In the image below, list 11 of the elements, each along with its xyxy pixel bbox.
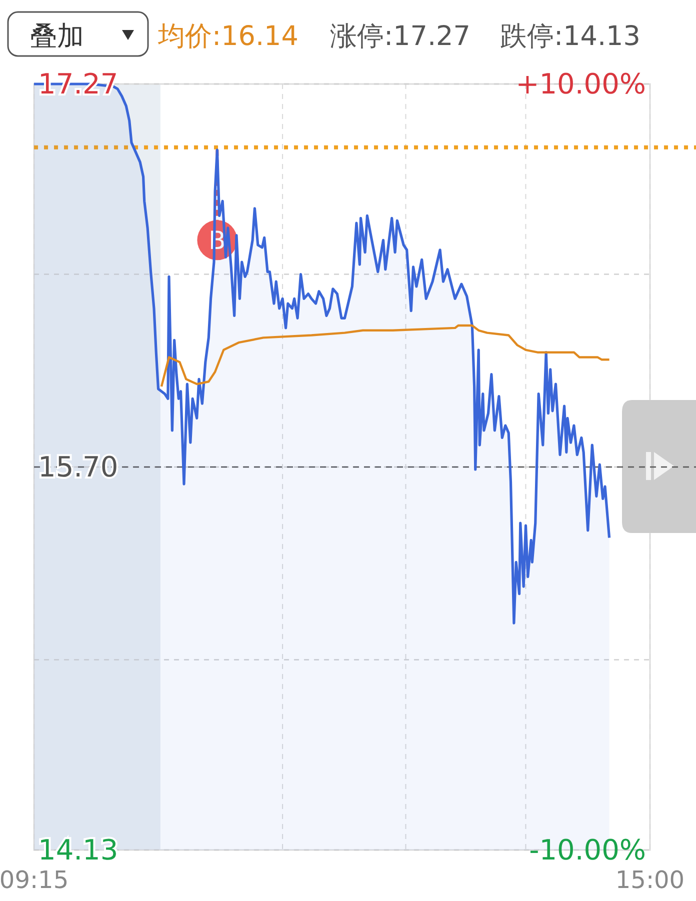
text: 均价:16.14 bbox=[157, 21, 298, 52]
y2-tick-label: +10.00% bbox=[516, 68, 646, 100]
text: 跌停:14.13 bbox=[500, 21, 640, 52]
x-tick-label: 09:15 bbox=[0, 866, 69, 894]
x-tick-label: 15:00 bbox=[615, 866, 685, 894]
line-series bbox=[160, 324, 610, 388]
y-tick-label: 14.13 bbox=[38, 834, 118, 866]
text: 叠加 bbox=[30, 21, 84, 52]
y-tick-label: 15.70 bbox=[38, 450, 118, 484]
text: 涨停:17.27 bbox=[330, 21, 470, 52]
y2-tick-label: -10.00% bbox=[529, 834, 646, 866]
